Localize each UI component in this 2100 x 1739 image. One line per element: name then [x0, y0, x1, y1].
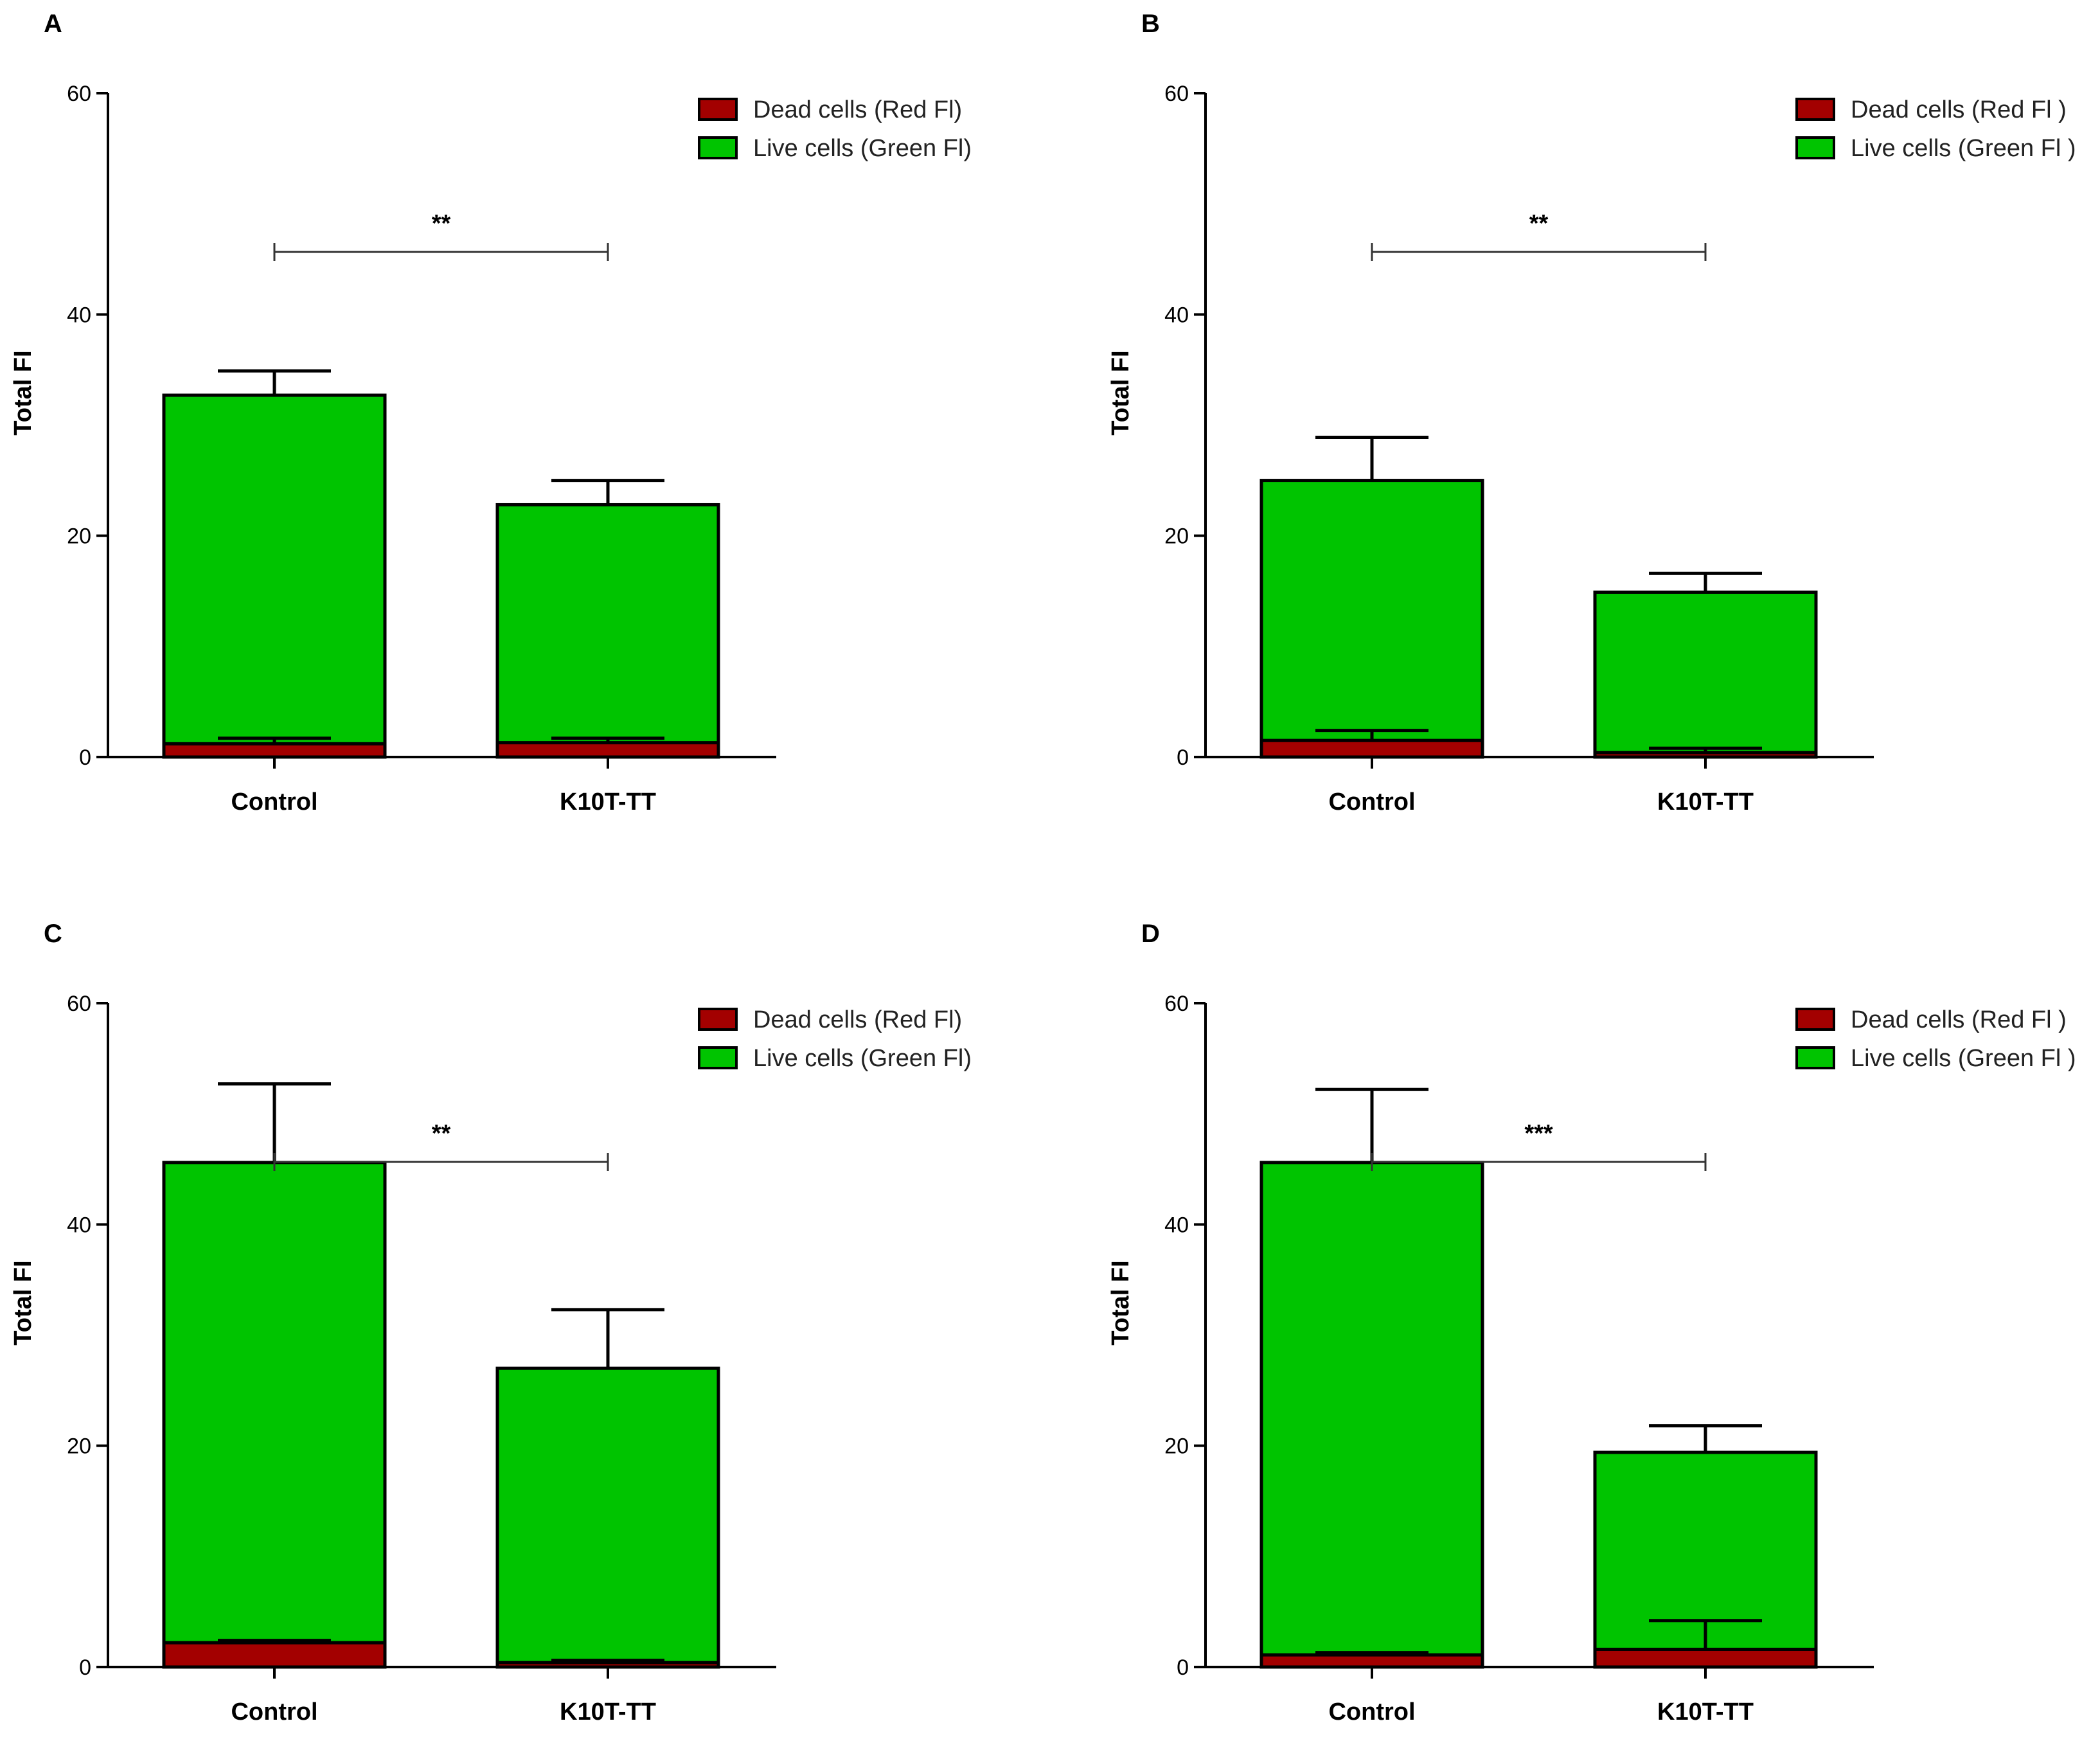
legend-label-live: Live cells (Green Fl ) — [1851, 135, 2076, 162]
significance-bracket — [273, 243, 609, 261]
y-tick-label: 0 — [79, 745, 91, 770]
x-tick-label: Control — [1328, 789, 1415, 816]
significance-bracket — [1371, 243, 1707, 261]
error-bar-live-control — [218, 1082, 331, 1163]
y-tick-label: 20 — [1164, 524, 1189, 549]
x-tick-label: K10T-TT — [560, 789, 656, 816]
significance-label: ** — [432, 1120, 451, 1147]
legend: Dead cells (Red Fl) Live cells (Green Fl) — [698, 96, 972, 162]
bar-dead-control — [162, 1641, 387, 1669]
chart-panel-b: B Total FI Control K10T-TT 0 20 40 60 ** Dead cel… — [1107, 10, 2076, 816]
bar-dead-control — [162, 742, 387, 759]
chart-panel-d: D Total FI Control K10T-TT 0 20 40 60 *** Dead ce… — [1107, 920, 2076, 1726]
legend-swatch-dead — [1795, 1008, 1835, 1031]
error-bar-dead-control — [218, 1639, 331, 1643]
error-bar-live-k10t-tt — [1649, 1424, 1762, 1452]
legend-swatch-live — [1795, 136, 1835, 159]
y-axis-title: Total FI — [1107, 350, 1134, 435]
significance-bracket — [273, 1153, 609, 1171]
error-bar-live-k10t-tt — [551, 1308, 664, 1369]
error-bar-dead-k10t-tt — [551, 1659, 664, 1663]
y-tick-label: 40 — [67, 1213, 91, 1237]
error-bar-dead-k10t-tt — [1649, 1619, 1762, 1650]
significance-bracket — [1371, 1153, 1707, 1171]
panel-label: B — [1141, 10, 1160, 38]
y-tick-label: 0 — [79, 1655, 91, 1680]
significance-label: ** — [432, 210, 451, 237]
error-bar-live-k10t-tt — [1649, 571, 1762, 593]
error-bar-live-control — [1315, 1087, 1428, 1163]
significance-label: *** — [1524, 1120, 1553, 1147]
legend: Dead cells (Red Fl ) Live cells (Green Fl… — [1795, 1006, 2076, 1072]
x-tick-label: K10T-TT — [1657, 789, 1754, 816]
significance-label: ** — [1529, 210, 1549, 237]
bar-dead-control — [1259, 738, 1484, 759]
chart-panel-a: A Total FI Control K10T-TT 0 20 40 60 ** Dead cel… — [10, 10, 972, 816]
y-tick-label: 40 — [1164, 303, 1189, 327]
y-tick-label: 0 — [1177, 1655, 1189, 1680]
bar-live-k10t-tt — [495, 503, 720, 745]
legend-swatch-live — [1795, 1046, 1835, 1069]
y-axis-title: Total FI — [10, 1260, 37, 1345]
bar-live-control — [162, 1161, 387, 1645]
y-tick-label: 20 — [1164, 1434, 1189, 1459]
error-bar-dead-control — [218, 736, 331, 744]
error-bar-live-control — [218, 369, 331, 396]
legend-label-live: Live cells (Green Fl) — [753, 135, 972, 162]
bar-live-control — [1259, 1161, 1484, 1657]
x-tick-label: Control — [1328, 1699, 1415, 1726]
y-tick-label: 60 — [1164, 82, 1189, 106]
y-tick-label: 20 — [67, 1434, 91, 1459]
error-bar-live-k10t-tt — [551, 479, 664, 505]
error-bar-live-control — [1315, 435, 1428, 481]
bar-live-control — [1259, 479, 1484, 742]
legend-swatch-live — [698, 136, 738, 159]
y-tick-label: 60 — [67, 992, 91, 1016]
error-bar-dead-k10t-tt — [551, 736, 664, 743]
y-tick-label: 40 — [67, 303, 91, 327]
panel-label: A — [44, 10, 62, 38]
error-bar-dead-control — [1315, 1651, 1428, 1655]
y-axis-title: Total FI — [1107, 1260, 1134, 1345]
x-tick-label: K10T-TT — [1657, 1699, 1754, 1726]
panel-label: D — [1141, 920, 1160, 948]
chart-panel-c: C Total FI Control K10T-TT 0 20 40 60 ** Dead cel… — [10, 920, 972, 1726]
legend-label-dead: Dead cells (Red Fl ) — [1851, 1006, 2067, 1033]
bar-live-k10t-tt — [1593, 590, 1818, 754]
bar-live-k10t-tt — [495, 1366, 720, 1664]
legend-swatch-dead — [698, 98, 738, 121]
panel-label: C — [44, 920, 62, 948]
x-tick-label: K10T-TT — [560, 1699, 656, 1726]
error-bar-dead-control — [1315, 729, 1428, 741]
x-tick-label: Control — [231, 1699, 317, 1726]
y-tick-label: 0 — [1177, 745, 1189, 770]
y-tick-label: 60 — [1164, 992, 1189, 1016]
error-bar-dead-k10t-tt — [1649, 746, 1762, 753]
legend-label-dead: Dead cells (Red Fl) — [753, 96, 962, 123]
y-tick-label: 40 — [1164, 1213, 1189, 1237]
legend-label-dead: Dead cells (Red Fl) — [753, 1006, 962, 1033]
legend-swatch-live — [698, 1046, 738, 1069]
x-tick-label: Control — [231, 789, 317, 816]
bar-dead-k10t-tt — [1593, 1647, 1818, 1669]
legend-label-live: Live cells (Green Fl ) — [1851, 1045, 2076, 1072]
bar-live-k10t-tt — [1593, 1450, 1818, 1651]
legend-label-dead: Dead cells (Red Fl ) — [1851, 96, 2067, 123]
legend: Dead cells (Red Fl ) Live cells (Green Fl… — [1795, 96, 2076, 162]
legend-label-live: Live cells (Green Fl) — [753, 1045, 972, 1072]
bar-dead-control — [1259, 1653, 1484, 1669]
y-axis-title: Total FI — [10, 350, 37, 435]
bar-dead-k10t-tt — [495, 741, 720, 759]
legend: Dead cells (Red Fl) Live cells (Green Fl) — [698, 1006, 972, 1072]
bar-live-control — [162, 393, 387, 745]
legend-swatch-dead — [698, 1008, 738, 1031]
legend-swatch-dead — [1795, 98, 1835, 121]
y-tick-label: 20 — [67, 524, 91, 549]
y-tick-label: 60 — [67, 82, 91, 106]
